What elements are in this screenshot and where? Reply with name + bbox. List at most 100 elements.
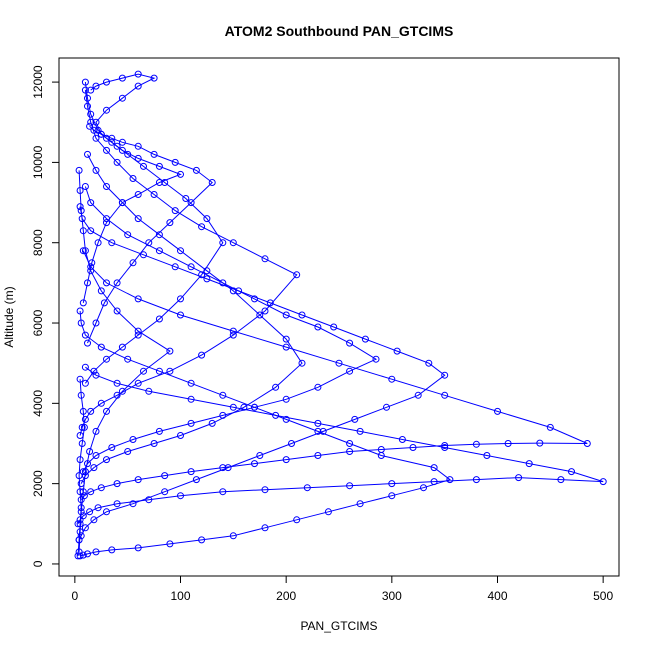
data-point [134,331,142,339]
data-point [161,472,169,480]
data-point [229,532,237,540]
y-tick-label: 0 [31,560,45,567]
data-point [118,343,126,351]
data-point [78,423,86,431]
data-point [282,415,290,423]
data-point [103,146,110,154]
data-point [203,215,211,223]
data-point [546,423,554,431]
data-point [87,86,95,94]
data-point [272,411,280,419]
data-point [90,126,98,134]
y-axis: 0 2000 4000 6000 8000 10000 12000 [31,65,60,567]
data-point [103,183,110,190]
data-point [177,311,184,319]
data-point [261,307,269,315]
data-point [314,419,322,427]
series [79,70,184,307]
data-point [441,444,449,451]
data-point [76,520,84,528]
data-point [97,130,105,138]
data-point [86,508,94,516]
data-point [129,259,137,267]
data-point [76,187,84,194]
x-tick-label: 400 [487,589,507,603]
data-point [229,287,237,295]
data-point [134,476,142,484]
data-point [108,239,116,247]
data-point [314,452,322,459]
data-point [103,508,110,516]
series-line [82,186,378,472]
data-point [177,295,184,303]
y-tick-label: 4000 [31,390,45,417]
data-point [103,355,110,363]
data-point [92,548,100,556]
data-point [166,540,174,548]
data-point [177,170,184,178]
data-point [134,379,142,387]
plot-frame [58,57,620,577]
data-point [92,452,100,459]
data-point [198,536,206,544]
data-point [134,154,142,162]
data-point [84,279,91,287]
data-point [80,492,88,500]
series [74,363,607,528]
data-point [81,379,89,387]
data-point [155,367,163,375]
data-point [87,267,95,275]
data-point [74,552,82,560]
series-line [82,73,182,304]
series [77,247,591,504]
data-point [203,267,211,275]
data-point [92,82,100,90]
data-point [75,472,83,480]
data-point [87,199,95,207]
data-point [483,452,491,459]
data-point [92,371,100,379]
data-point [94,504,102,512]
data-point [103,456,110,464]
data-point [282,311,290,319]
data-point [494,407,501,415]
data-point [79,227,87,235]
data-point [351,415,359,423]
data-point [81,78,89,86]
data-point [330,323,338,331]
series [77,150,306,488]
data-point [76,203,84,211]
x-tick-label: 300 [382,589,402,603]
data-point [187,199,195,207]
data-point [446,476,454,484]
data-point [319,427,327,435]
data-point [113,379,121,387]
data-point [383,403,390,411]
data-point [81,86,89,94]
data-point [599,478,607,486]
data-point [288,440,295,447]
data-point [92,118,100,126]
data-point [346,448,354,455]
data-point [388,480,396,488]
data-point [398,436,406,443]
data-point [134,82,142,90]
data-point [94,239,102,247]
data-point [525,460,533,468]
data-point [166,347,174,355]
data-point [76,456,84,464]
data-point [293,271,301,279]
data-point [108,546,116,554]
data-point [145,496,153,504]
data-point [557,476,565,484]
data-point [124,355,132,363]
data-point [177,247,184,255]
data-point [187,468,195,476]
x-axis: 0 100 200 300 400 500 [72,575,613,603]
data-point [113,500,121,508]
data-point [150,150,158,158]
data-point [79,299,87,307]
x-tick-label: 200 [276,589,296,603]
data-point [261,486,269,494]
y-tick-label: 8000 [31,229,45,256]
